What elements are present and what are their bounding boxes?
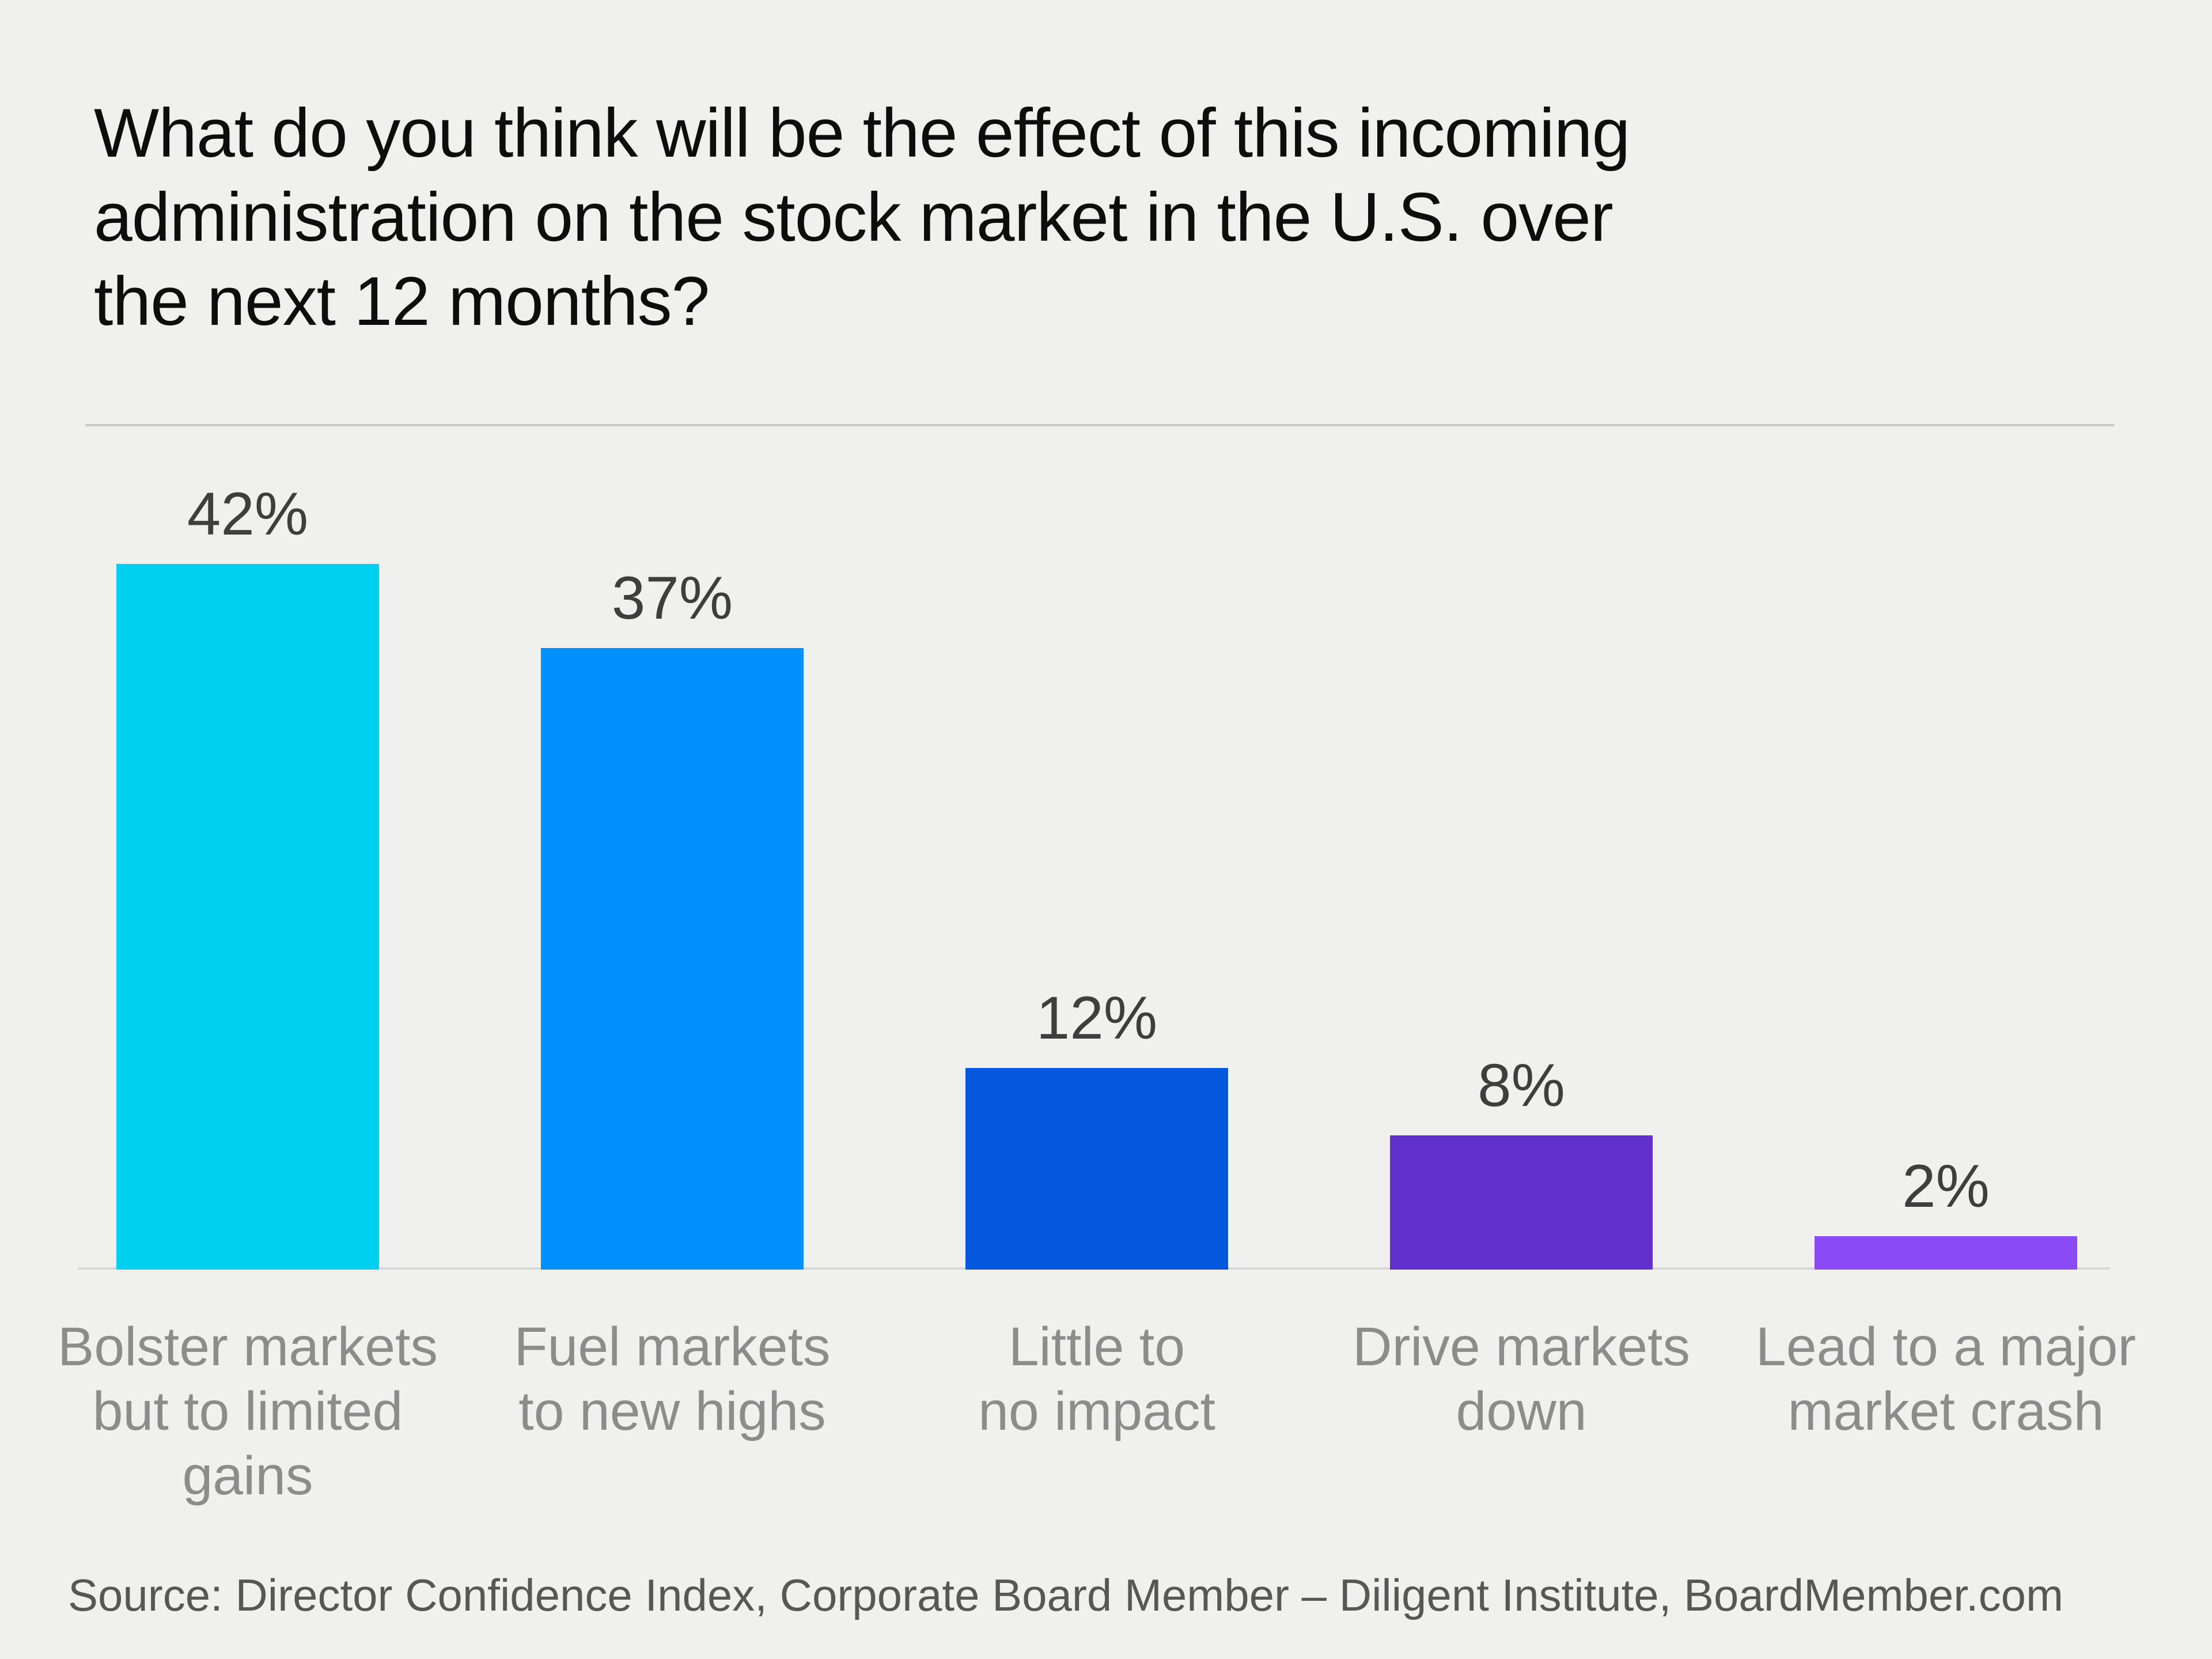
bar-1: [116, 564, 379, 1270]
bar-value-label: 8%: [1478, 1052, 1565, 1119]
title-divider-line: [85, 424, 2114, 426]
category-label: Lead to a major market crash: [1755, 1316, 2137, 1442]
category-label: Fuel markets to new highs: [514, 1316, 831, 1442]
bar-2: [541, 648, 804, 1270]
category-label: Bolster markets but to limited gains: [58, 1316, 438, 1506]
bar-3: [965, 1068, 1228, 1270]
bar-value-label: 12%: [1036, 984, 1158, 1052]
category-label: Drive markets down: [1353, 1316, 1690, 1442]
bar-value-label: 42%: [187, 480, 309, 548]
bar-value-label: 37%: [611, 565, 733, 632]
source-text: Source: Director Confidence Index, Corpo…: [68, 1570, 2063, 1620]
category-label: Little to no impact: [978, 1316, 1215, 1442]
bar-5: [1815, 1236, 2077, 1270]
chart-title: What do you think will be the effect of …: [94, 94, 1630, 340]
bar-4: [1390, 1135, 1653, 1270]
bar-value-label: 2%: [1902, 1153, 1990, 1220]
